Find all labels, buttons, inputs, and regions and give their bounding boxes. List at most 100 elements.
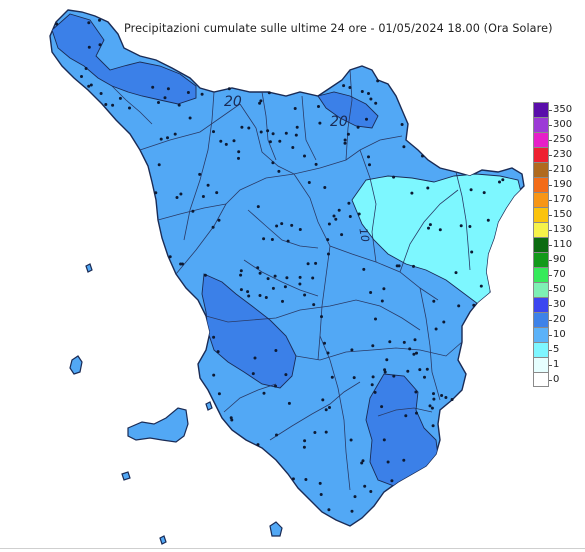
- legend-label: 210: [553, 164, 573, 175]
- station-dot: [317, 105, 320, 108]
- station-dot: [326, 238, 330, 242]
- station-dot: [412, 264, 415, 268]
- station-dot: [421, 154, 424, 158]
- station-dot: [295, 125, 299, 129]
- station-dot: [191, 209, 195, 213]
- station-dot: [286, 239, 290, 243]
- legend-label: 30: [553, 299, 566, 310]
- station-dot: [275, 224, 279, 228]
- station-dot: [392, 175, 396, 179]
- station-dot: [323, 341, 326, 345]
- station-dot: [408, 347, 412, 351]
- station-dot: [501, 178, 505, 182]
- station-dot: [414, 390, 418, 394]
- station-dot: [303, 293, 307, 297]
- station-dot: [440, 394, 444, 397]
- map-title: Precipitazioni cumulate sulle ultime 24 …: [124, 22, 553, 35]
- station-dot: [80, 75, 83, 78]
- station-dot: [212, 373, 216, 377]
- station-dot: [363, 484, 367, 488]
- station-dot: [274, 349, 278, 352]
- legend-swatch: [533, 147, 549, 162]
- legend-label: 250: [553, 134, 573, 145]
- station-dot: [380, 299, 384, 303]
- station-dot: [353, 495, 357, 499]
- station-dot: [173, 132, 177, 136]
- station-dot: [376, 79, 380, 83]
- station-dot: [459, 224, 463, 228]
- station-dot: [426, 186, 430, 190]
- legend-swatch: [533, 132, 549, 147]
- station-dot: [479, 284, 483, 288]
- station-dot: [264, 296, 268, 299]
- station-dot: [275, 433, 278, 437]
- station-dot: [198, 172, 202, 176]
- station-dot: [350, 509, 354, 513]
- legend-swatch: [533, 207, 549, 222]
- station-dot: [256, 205, 260, 209]
- station-dot: [402, 145, 406, 149]
- station-dot: [326, 351, 330, 355]
- legend-tick: [549, 109, 552, 111]
- weather-stations: [55, 18, 505, 513]
- legend-tick: [549, 184, 552, 186]
- station-dot: [99, 92, 103, 95]
- legend-label: 150: [553, 209, 573, 220]
- station-dot: [318, 121, 322, 125]
- station-dot: [362, 267, 366, 271]
- station-dot: [203, 273, 207, 277]
- station-dot: [168, 255, 172, 259]
- station-dot: [111, 103, 115, 107]
- legend-swatch: [533, 192, 549, 207]
- station-dot: [323, 186, 327, 189]
- station-dot: [457, 304, 461, 308]
- station-dot: [388, 340, 392, 344]
- station-dot: [258, 101, 262, 105]
- administrative-borders: [111, 69, 471, 491]
- legend-label: 350: [553, 104, 573, 115]
- station-dot: [219, 139, 223, 143]
- station-dot: [277, 169, 281, 173]
- station-dot: [392, 374, 396, 378]
- station-dot: [283, 285, 287, 289]
- station-dot: [343, 141, 347, 145]
- legend-label: 300: [553, 119, 573, 130]
- station-dot: [274, 384, 277, 388]
- legend-swatch: [533, 327, 549, 342]
- station-dot: [118, 96, 122, 100]
- legend-swatch: [533, 267, 549, 282]
- station-dot: [287, 401, 291, 405]
- station-dot: [232, 139, 236, 143]
- station-dot: [163, 96, 167, 100]
- rainfall-band-5-10: [352, 174, 522, 304]
- station-dot: [432, 397, 436, 401]
- legend-label: 10: [553, 329, 566, 340]
- legend-label: 0: [553, 374, 560, 385]
- station-dot: [360, 90, 364, 93]
- station-dot: [367, 92, 370, 95]
- legend-tick: [549, 199, 552, 201]
- station-dot: [240, 125, 244, 129]
- station-dot: [313, 431, 317, 434]
- station-dot: [98, 43, 102, 47]
- legend-swatch: [533, 372, 549, 387]
- station-dot: [179, 192, 183, 196]
- station-dot: [259, 99, 263, 103]
- legend-label: 190: [553, 179, 573, 190]
- legend-tick: [549, 259, 552, 261]
- station-dot: [285, 276, 289, 280]
- station-dot: [428, 223, 432, 227]
- station-dot: [410, 191, 414, 195]
- station-dot: [352, 376, 356, 380]
- legend-label: 130: [553, 224, 573, 235]
- station-dot: [356, 125, 360, 129]
- legend-swatch: [533, 282, 549, 297]
- station-dot: [418, 368, 422, 372]
- station-dot: [385, 358, 389, 362]
- legend-tick: [549, 139, 552, 141]
- station-dot: [281, 299, 284, 303]
- station-dot: [382, 438, 386, 442]
- legend-swatch: [533, 222, 549, 237]
- station-dot: [84, 67, 88, 70]
